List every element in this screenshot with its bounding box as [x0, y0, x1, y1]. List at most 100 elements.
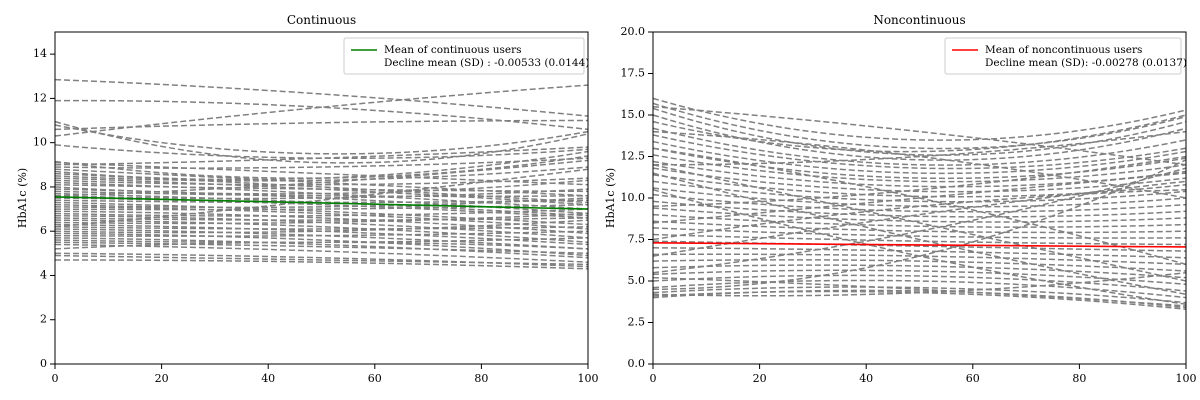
individual-trend-line — [652, 155, 1187, 208]
chart-continuous-svg: 0 20 40 60 80 100 0 2 4 6 8 10 12 14 Continuous HbA1… — [16, 13, 599, 385]
chart-continuous: 0 20 40 60 80 100 0 2 4 6 8 10 12 14 Continuous HbA1… — [16, 13, 599, 385]
individual-trend-line — [652, 269, 1187, 286]
legend-box — [343, 37, 585, 75]
y-tick-label: 20.0 — [621, 25, 646, 38]
y-tick-label: 8 — [40, 180, 47, 193]
individual-trend-line — [652, 159, 1187, 291]
y-axis: 0.0 2.5 5.0 7.5 10.0 12.5 15.0 17.5 20.0 — [621, 25, 653, 370]
individual-trend-line — [54, 219, 589, 244]
individual-trend-line — [54, 254, 589, 266]
individual-trend-line — [652, 97, 1187, 141]
individual-trend-line — [652, 130, 1187, 166]
x-tick-label: 60 — [368, 372, 382, 385]
x-axis: 0 20 40 60 80 100 — [650, 364, 1197, 385]
x-tick-label: 100 — [1176, 372, 1197, 385]
individual-trend-line — [652, 227, 1187, 239]
y-axis-label: HbA1c (%) — [16, 168, 29, 228]
x-tick-label: 100 — [578, 372, 599, 385]
individual-trend-line — [652, 200, 1187, 218]
individual-trend-line — [652, 180, 1187, 203]
y-tick-label: 10 — [33, 136, 47, 149]
individual-trend-line — [54, 203, 589, 211]
individual-trend-line — [54, 146, 589, 166]
individual-trend-line — [652, 188, 1187, 241]
individual-trend-line — [54, 150, 589, 181]
individual-trend-line — [652, 147, 1187, 266]
individual-trend-line — [652, 271, 1187, 297]
y-tick-label: 15.0 — [621, 108, 646, 121]
individual-trend-line — [652, 286, 1187, 304]
y-tick-label: 12 — [33, 91, 47, 104]
individual-trend-line — [652, 187, 1187, 208]
individual-trend-line — [652, 154, 1187, 183]
individual-trend-line — [652, 127, 1187, 166]
y-tick-label: 6 — [40, 224, 47, 237]
individual-trend-line — [652, 167, 1187, 274]
y-axis-label: HbA1c (%) — [604, 168, 617, 228]
legend-box — [944, 37, 1182, 75]
individual-trend-line — [54, 99, 589, 131]
individual-trend-line — [652, 207, 1187, 223]
mean-line-noncontinuous — [652, 242, 1187, 248]
x-tick-label: 0 — [650, 372, 657, 385]
x-tick-label: 60 — [966, 372, 980, 385]
individual-trend-line — [54, 78, 589, 117]
individual-trend-line — [54, 188, 589, 200]
y-tick-label: 0 — [40, 357, 47, 370]
individual-trend-line — [652, 174, 1187, 198]
individual-trend-line — [54, 230, 589, 237]
individual-trend-line — [54, 159, 589, 197]
chart-title: Noncontinuous — [873, 13, 965, 27]
legend-entry-decline: Decline mean (SD) : -0.00533 (0.0144) — [384, 57, 589, 69]
chart-noncontinuous: 0 20 40 60 80 100 0.0 2.5 5.0 7.5 10.0 12.5 15.0 17.… — [600, 0, 1200, 400]
individual-trend-line — [54, 197, 589, 209]
individual-trend-line — [54, 177, 589, 186]
legend: Mean of noncontinuous users Decline mean… — [944, 37, 1187, 75]
individual-trend-line — [652, 193, 1187, 213]
individual-trend-line — [652, 130, 1187, 199]
individual-trend-line — [54, 155, 589, 179]
y-tick-label: 2 — [40, 313, 47, 326]
individual-trend-line — [652, 220, 1187, 234]
individual-trend-line — [652, 105, 1187, 166]
legend-entry-decline: Decline mean (SD): -0.00278 (0.0137) — [985, 57, 1187, 69]
y-tick-label: 7.5 — [628, 233, 646, 246]
y-tick-label: 10.0 — [621, 191, 646, 204]
individual-trend-line — [54, 210, 589, 235]
individual-trend-line — [652, 107, 1187, 156]
individual-trend-line — [54, 172, 589, 204]
individual-trend-line — [652, 264, 1187, 279]
y-tick-label: 17.5 — [621, 67, 646, 80]
y-tick-label: 2.5 — [628, 316, 646, 329]
mean-line-continuous — [54, 196, 589, 210]
individual-trend-line — [54, 201, 589, 226]
individual-trend-line — [54, 232, 589, 257]
x-tick-label: 0 — [52, 372, 59, 385]
individual-trend-line — [54, 119, 589, 131]
chart-title: Continuous — [287, 13, 356, 27]
y-tick-label: 12.5 — [621, 150, 646, 163]
x-axis: 0 20 40 60 80 100 — [52, 364, 599, 385]
x-tick-label: 40 — [859, 372, 873, 385]
individual-trend-line — [54, 241, 589, 250]
individual-trend-line — [54, 84, 589, 137]
individual-trend-line — [652, 102, 1187, 150]
individual-trend-line — [54, 241, 589, 255]
individual-trend-line — [652, 279, 1187, 299]
individual-trend-line — [652, 247, 1187, 259]
individual-trend-line — [54, 259, 589, 270]
individual-trend-line — [652, 134, 1187, 170]
legend: Mean of continuous users Decline mean (S… — [343, 37, 589, 75]
individual-trend-line — [54, 237, 589, 259]
individual-trend-line — [652, 274, 1187, 292]
legend-entry-mean: Mean of noncontinuous users — [985, 44, 1142, 56]
individual-trend-line — [652, 140, 1187, 175]
individual-trend-line — [652, 188, 1187, 305]
individual-trend-line — [652, 147, 1187, 180]
individual-trend-line — [652, 172, 1187, 224]
x-tick-label: 20 — [155, 372, 169, 385]
individual-trend-line — [54, 168, 589, 228]
y-tick-label: 14 — [33, 47, 47, 60]
legend-entry-mean: Mean of continuous users — [384, 44, 522, 56]
individual-trend-line — [54, 208, 589, 217]
